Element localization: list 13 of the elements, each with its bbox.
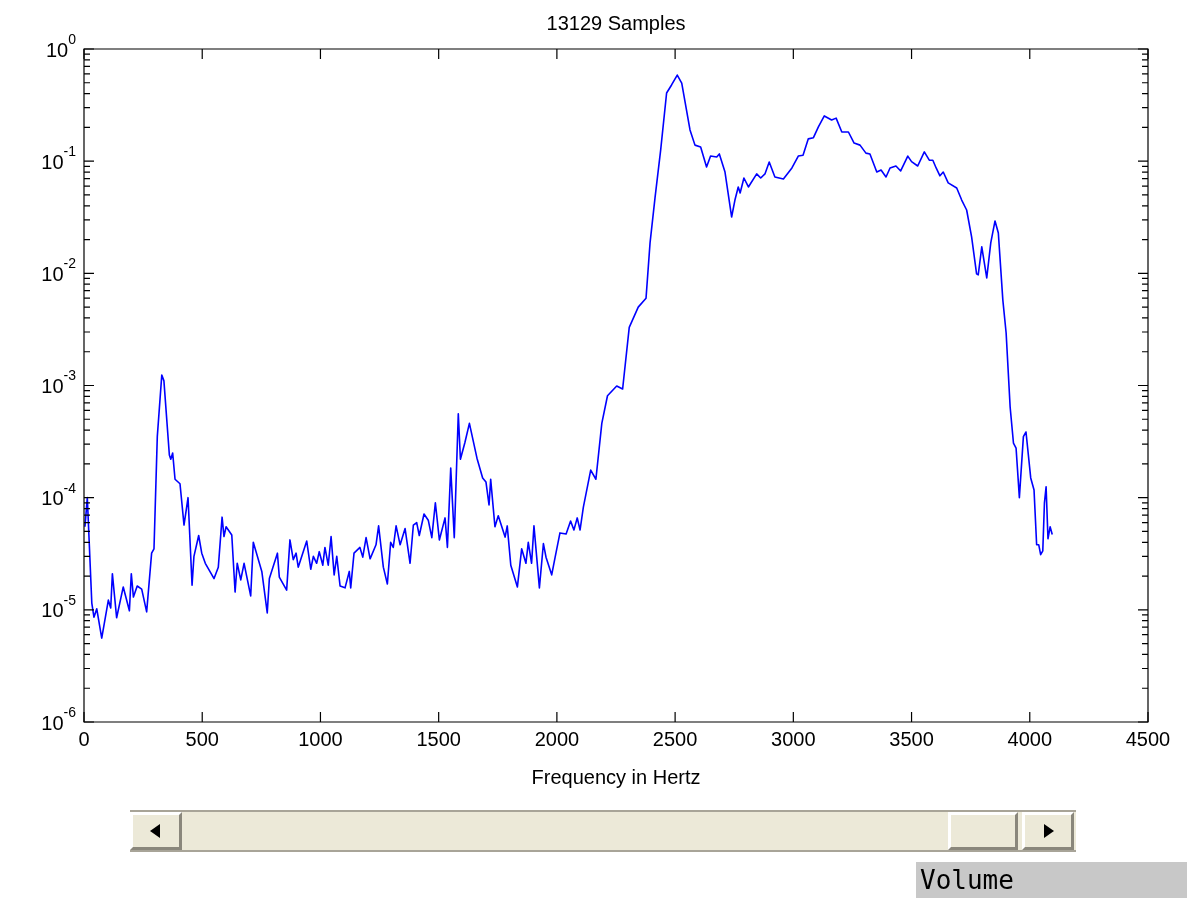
x-tick-label: 2500 [652, 727, 698, 750]
x-tick-label: 4000 [1007, 727, 1053, 750]
text: Volume [916, 862, 1187, 898]
chart-title: 13129 Samples [546, 11, 686, 34]
x-tick-label: 0 [78, 727, 90, 750]
x-tick-label: 4500 [1125, 727, 1171, 750]
x-tick-label: 1500 [416, 727, 461, 750]
x-axis-title: Frequency in Hertz [531, 765, 701, 788]
x-tick-label: 3500 [889, 727, 934, 750]
x-tick-label: 1000 [298, 727, 343, 750]
x-tick-label: 500 [185, 727, 219, 750]
x-tick-label: 3000 [771, 727, 816, 750]
x-tick-label: 2000 [534, 727, 580, 750]
